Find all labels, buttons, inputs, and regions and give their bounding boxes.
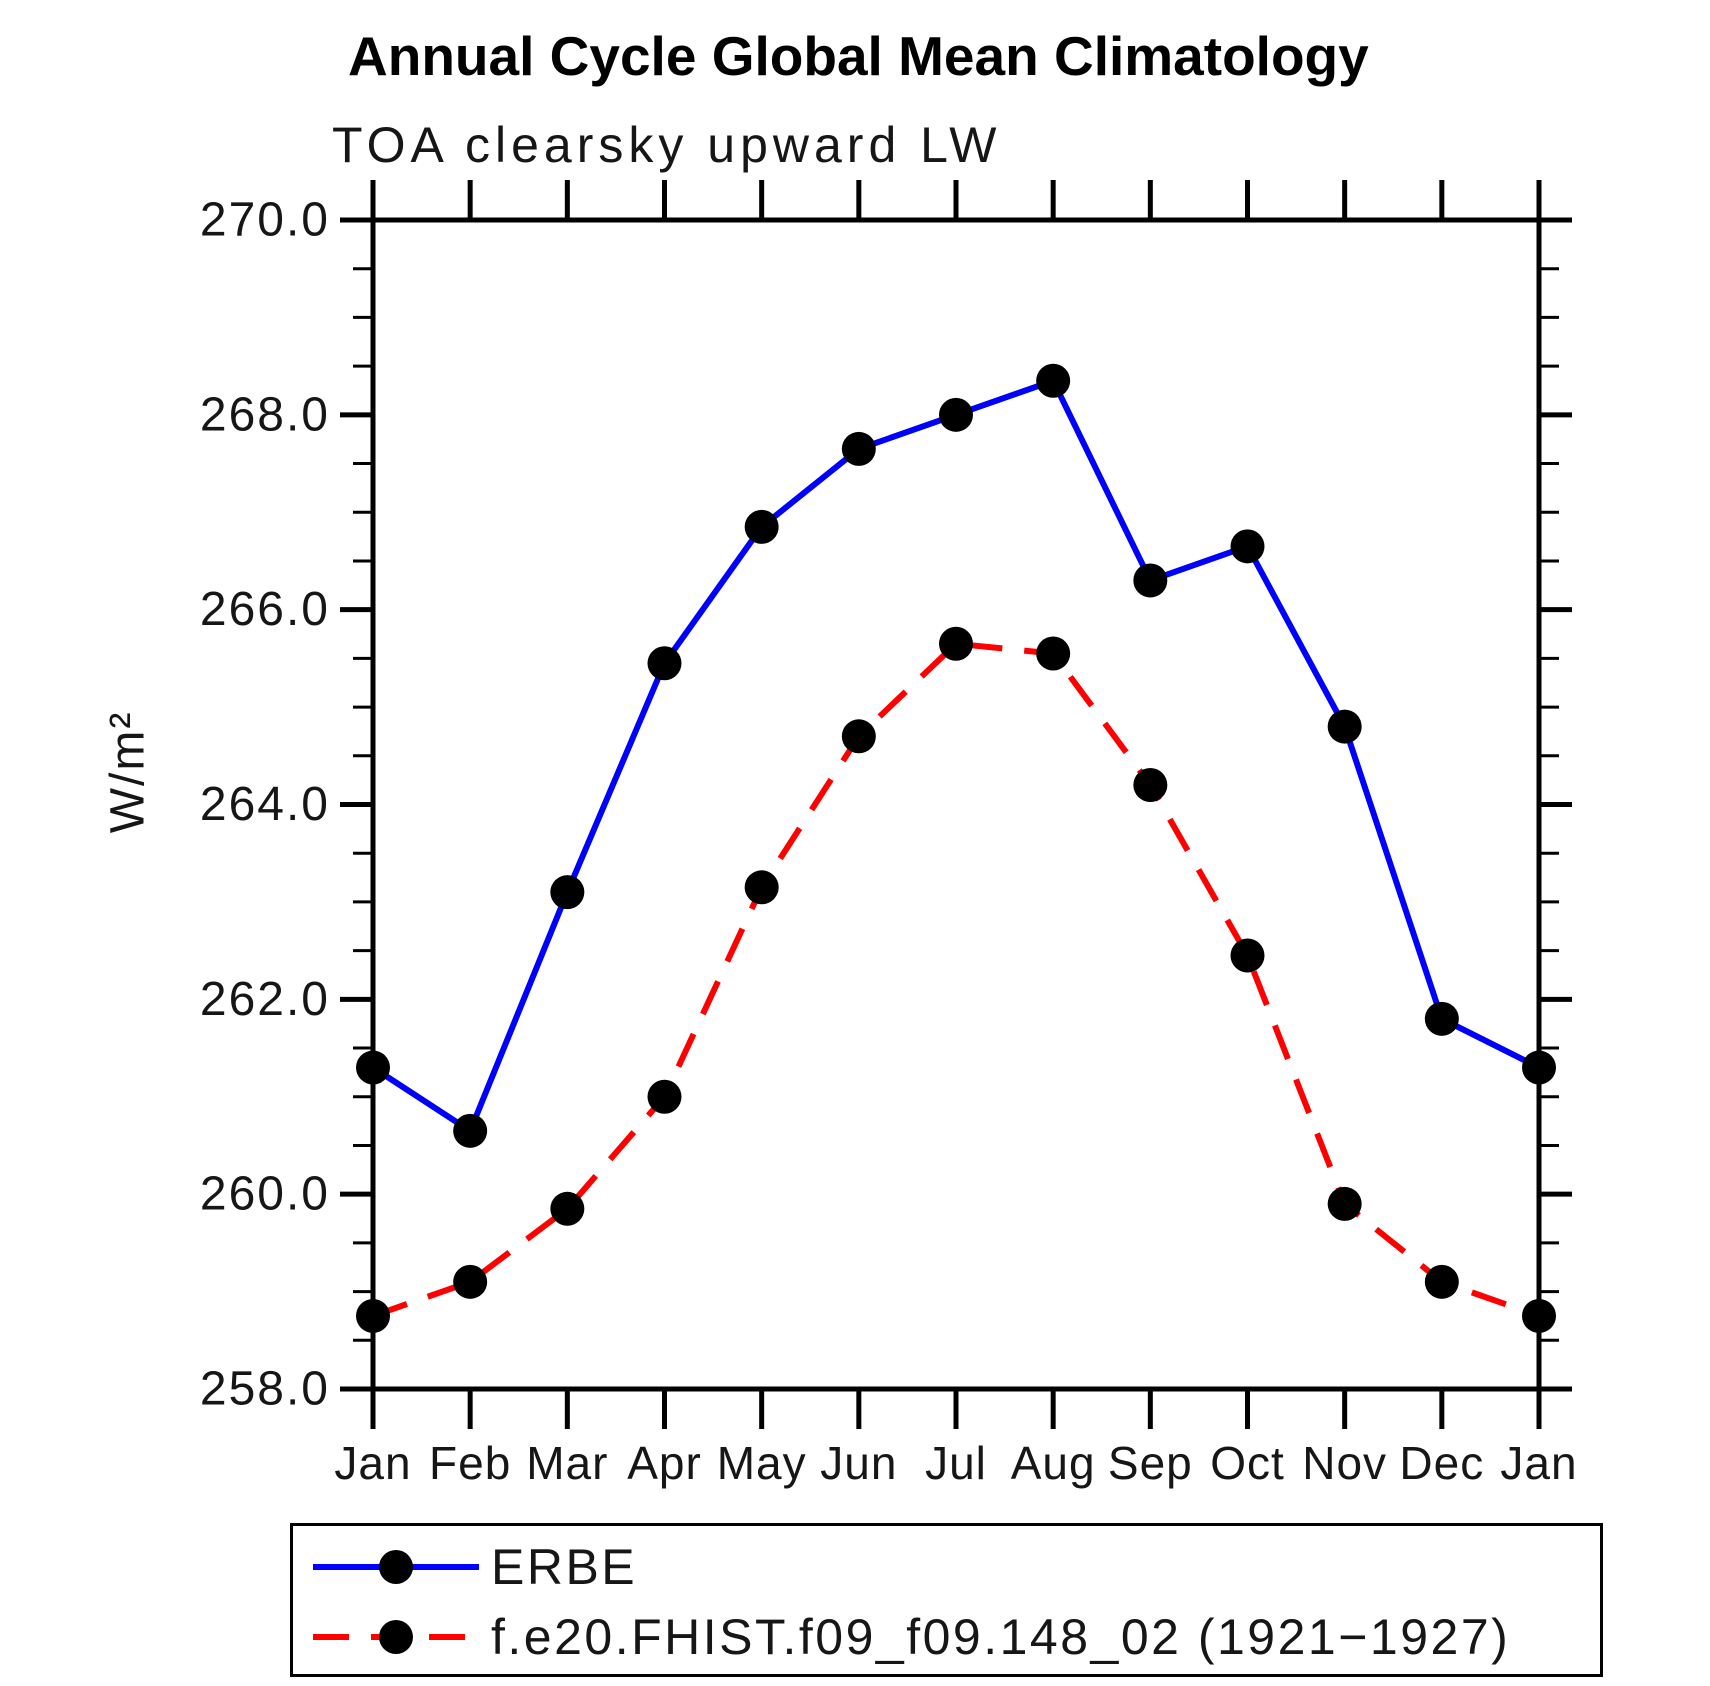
y-tick-label: 260.0 — [200, 1168, 330, 1221]
data-point-marker — [744, 870, 779, 905]
legend-line-sample-erbe — [313, 1550, 479, 1584]
x-tick-label: Jul — [925, 1437, 987, 1489]
y-axis-ticks — [340, 217, 1572, 1392]
data-point-marker — [1424, 1264, 1459, 1299]
data-point-marker — [1036, 636, 1071, 671]
chart-subtitle: TOA clearsky upward LW — [332, 117, 1002, 173]
x-tick-label: Feb — [429, 1437, 511, 1489]
data-point-marker — [841, 719, 876, 754]
y-tick-label: 258.0 — [200, 1363, 330, 1416]
data-point-marker — [1133, 768, 1168, 803]
data-point-marker — [647, 1079, 682, 1114]
series-erbe — [356, 363, 1556, 1148]
legend-item-model: f.e20.FHIST.f09_f09.148_02 (1921−1927) — [311, 1604, 1510, 1670]
legend-item-erbe: ERBE — [311, 1534, 637, 1600]
legend: ERBE f.e20.FHIST.f09_f09.148_02 (1921−19… — [290, 1523, 1603, 1677]
y-tick-label: 270.0 — [200, 194, 330, 247]
x-tick-label: Dec — [1399, 1437, 1484, 1489]
x-tick-label: Apr — [627, 1437, 702, 1489]
data-point-marker — [939, 626, 973, 661]
x-tick-label: May — [717, 1437, 807, 1489]
legend-label-erbe: ERBE — [491, 1539, 638, 1595]
y-tick-label: 262.0 — [200, 973, 330, 1026]
data-point-marker — [550, 875, 585, 910]
data-point-marker — [1133, 563, 1168, 598]
x-tick-label: Oct — [1210, 1437, 1285, 1489]
y-tick-labels: 258.0 260.0 262.0 264.0 266.0 268.0 270.0 — [200, 194, 330, 1416]
data-point-marker — [939, 397, 973, 432]
x-tick-label: Jan — [1500, 1437, 1577, 1489]
x-axis-ticks — [370, 180, 1542, 1429]
data-point-marker — [1230, 938, 1265, 973]
x-tick-label: Jun — [820, 1437, 897, 1489]
x-tick-label: Sep — [1108, 1437, 1193, 1489]
data-point-marker — [841, 431, 876, 466]
data-point-marker — [744, 509, 779, 544]
data-point-marker — [1522, 1298, 1556, 1333]
data-point-marker — [453, 1113, 488, 1148]
data-point-marker — [647, 646, 682, 681]
series-line — [372, 640, 1540, 1319]
data-point-marker — [550, 1191, 585, 1226]
data-point-marker — [356, 1298, 390, 1333]
x-tick-labels: Jan Feb Mar Apr May Jun Jul Aug Sep Oct Nov Dec Jan — [334, 1437, 1577, 1489]
data-point-marker — [1424, 1001, 1459, 1036]
y-tick-label: 266.0 — [200, 583, 330, 636]
x-tick-label: Nov — [1302, 1437, 1387, 1489]
data-point-marker — [1327, 1186, 1362, 1221]
data-point-marker — [1327, 709, 1362, 744]
series-model — [356, 626, 1556, 1333]
x-tick-label: Mar — [526, 1437, 608, 1489]
plot-frame — [370, 217, 1542, 1392]
data-point-marker — [1036, 363, 1071, 398]
y-tick-label: 264.0 — [200, 778, 330, 831]
legend-label-model: f.e20.FHIST.f09_f09.148_02 (1921−1927) — [491, 1609, 1511, 1665]
data-point-marker — [1230, 529, 1265, 564]
series-line — [371, 377, 1541, 1136]
y-tick-label: 268.0 — [200, 388, 330, 441]
data-point-marker — [453, 1264, 488, 1299]
x-tick-label: Jan — [334, 1437, 411, 1489]
chart-title: Annual Cycle Global Mean Climatology — [348, 25, 1369, 87]
legend-line-sample-model — [313, 1620, 479, 1654]
data-point-marker — [1522, 1050, 1556, 1085]
x-tick-label: Aug — [1011, 1437, 1096, 1489]
data-point-marker — [356, 1050, 390, 1085]
